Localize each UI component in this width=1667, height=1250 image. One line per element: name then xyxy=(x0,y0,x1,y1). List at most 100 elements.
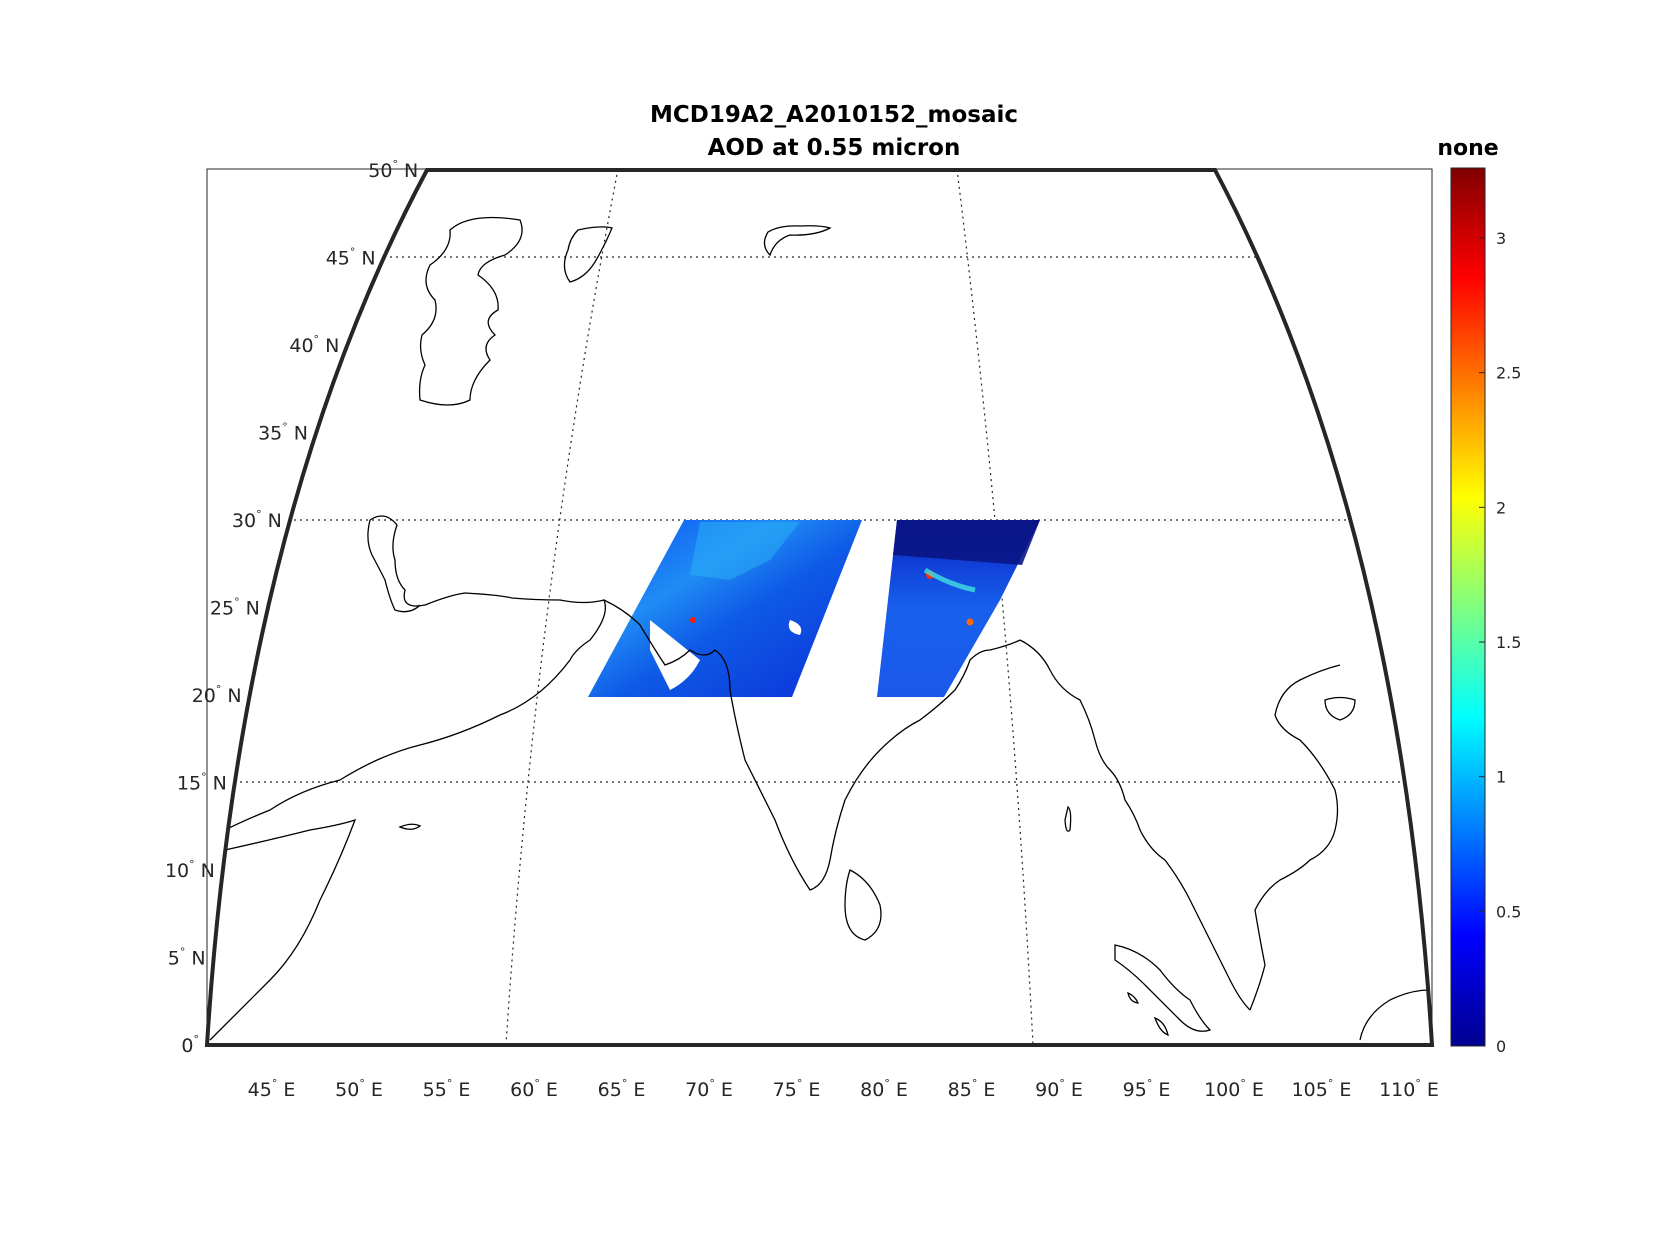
lon-label-60-direction: E xyxy=(540,1079,558,1101)
coastline-andaman-islands xyxy=(1064,805,1072,832)
lon-label-70-value: 70 xyxy=(685,1079,709,1101)
lon-label-85: 85° E xyxy=(948,1077,996,1101)
degree-symbol: ° xyxy=(1240,1077,1246,1090)
map-frame xyxy=(204,168,1435,1047)
aod-swath-east xyxy=(877,520,1040,697)
lon-label-55: 55° E xyxy=(423,1077,471,1101)
degree-symbol: ° xyxy=(1328,1077,1334,1090)
lat-label-35-direction: N xyxy=(288,423,308,445)
lon-label-60: 60° E xyxy=(510,1077,558,1101)
lat-label-40: 40° N xyxy=(289,333,339,357)
lat-label-30-value: 30 xyxy=(232,510,256,532)
lat-label-40-value: 40 xyxy=(289,335,313,357)
lat-label-35: 35° N xyxy=(258,421,308,445)
lat-label-0: 0° xyxy=(181,1033,199,1057)
degree-symbol: ° xyxy=(234,596,240,609)
lat-label-15: 15° N xyxy=(177,771,227,795)
lon-label-90-direction: E xyxy=(1065,1079,1083,1101)
coastline-caspian-sea xyxy=(418,216,523,406)
lat-label-35-value: 35 xyxy=(258,423,282,445)
lon-label-50-direction: E xyxy=(365,1079,383,1101)
aod-swath-west-high-region xyxy=(690,522,800,580)
degree-symbol: ° xyxy=(216,683,222,696)
map-body xyxy=(207,170,1432,1045)
lat-label-25: 25° N xyxy=(210,596,260,620)
colorbar-gradient xyxy=(1450,167,1486,1047)
degree-symbol: ° xyxy=(314,333,320,346)
degree-symbol: ° xyxy=(1415,1077,1421,1090)
lon-label-95-direction: E xyxy=(1152,1079,1170,1101)
colorbar-tick-label: 0.5 xyxy=(1496,902,1521,921)
degree-symbol: ° xyxy=(1059,1077,1065,1090)
lon-label-70: 70° E xyxy=(685,1077,733,1101)
colorbar-tick-label: 0 xyxy=(1496,1037,1506,1056)
lon-label-100-value: 100 xyxy=(1204,1079,1240,1101)
figure-title-line1: MCD19A2_A2010152_mosaic xyxy=(650,102,1018,128)
degree-symbol: ° xyxy=(392,158,398,171)
lon-label-75-value: 75 xyxy=(773,1079,797,1101)
coastline-small-isle xyxy=(1127,991,1140,1004)
aod-gap xyxy=(650,620,700,690)
lon-label-80-direction: E xyxy=(890,1079,908,1101)
colorbar-label: none xyxy=(1437,136,1498,161)
lon-label-110: 110° E xyxy=(1379,1077,1439,1101)
lon-label-55-direction: E xyxy=(452,1079,470,1101)
lat-label-0-value: 0 xyxy=(181,1035,193,1057)
coastline-sumatra xyxy=(1114,944,1212,1032)
degree-symbol: ° xyxy=(256,508,262,521)
degree-symbol: ° xyxy=(189,858,195,871)
lon-label-100: 100° E xyxy=(1204,1077,1264,1101)
degree-symbol: ° xyxy=(194,1033,200,1046)
lon-label-65-direction: E xyxy=(627,1079,645,1101)
coastline-indochina xyxy=(1249,664,1341,1011)
degree-symbol: ° xyxy=(884,1077,890,1090)
degree-symbol: ° xyxy=(797,1077,803,1090)
degree-symbol: ° xyxy=(180,946,186,959)
lon-label-105: 105° E xyxy=(1292,1077,1352,1101)
coastline-borneo xyxy=(1359,989,1431,1041)
lon-label-105-value: 105 xyxy=(1292,1079,1328,1101)
lon-label-65-value: 65 xyxy=(598,1079,622,1101)
lat-label-5: 5° N xyxy=(168,946,206,970)
lon-label-95: 95° E xyxy=(1123,1077,1171,1101)
coastline-horn-of-africa xyxy=(209,818,357,1041)
degree-symbol: ° xyxy=(201,771,207,784)
lat-label-20-value: 20 xyxy=(192,685,216,707)
coastline-persian-gulf-arabia xyxy=(224,515,607,831)
lat-label-40-direction: N xyxy=(319,335,339,357)
lat-label-20-direction: N xyxy=(221,685,241,707)
degree-symbol: ° xyxy=(972,1077,978,1090)
lat-label-10: 10° N xyxy=(165,858,215,882)
lon-label-90: 90° E xyxy=(1035,1077,1083,1101)
lat-label-25-value: 25 xyxy=(210,598,234,620)
degree-symbol: ° xyxy=(622,1077,628,1090)
degree-symbol: ° xyxy=(709,1077,715,1090)
colorbar-tick-label: 2.5 xyxy=(1496,364,1521,383)
coastline-lake-balkhash xyxy=(763,225,832,257)
gridline-lon-60 xyxy=(505,170,619,1045)
lon-label-55-value: 55 xyxy=(423,1079,447,1101)
lon-label-110-direction: E xyxy=(1421,1079,1439,1101)
lon-label-75: 75° E xyxy=(773,1077,821,1101)
lat-label-50-value: 50 xyxy=(368,160,392,182)
degree-symbol: ° xyxy=(534,1077,540,1090)
coastline-bay-of-bengal-east xyxy=(1019,639,1251,1011)
lon-label-75-direction: E xyxy=(802,1079,820,1101)
lat-label-10-direction: N xyxy=(195,860,215,882)
lon-label-90-value: 90 xyxy=(1035,1079,1059,1101)
lat-label-5-direction: N xyxy=(185,948,205,970)
gridline-lon-90 xyxy=(956,170,1034,1045)
coastline-java-small xyxy=(1153,1016,1169,1037)
colorbar: none 0 0.5 1 1.5 2 2.5 3 xyxy=(1437,136,1521,1056)
lon-label-110-value: 110 xyxy=(1379,1079,1415,1101)
degree-symbol: ° xyxy=(350,246,356,259)
lon-label-45-value: 45 xyxy=(248,1079,272,1101)
lon-label-105-direction: E xyxy=(1333,1079,1351,1101)
lat-label-45-value: 45 xyxy=(326,248,350,270)
lon-label-45: 45° E xyxy=(248,1077,296,1101)
figure-title-line2: AOD at 0.55 micron xyxy=(708,135,961,161)
colorbar-tick-label: 1 xyxy=(1496,768,1506,787)
lat-label-10-value: 10 xyxy=(165,860,189,882)
aod-data-layer xyxy=(588,520,1040,697)
latitude-labels: 50° N45° N40° N35° N30° N25° N20° N15° N… xyxy=(165,158,418,1057)
